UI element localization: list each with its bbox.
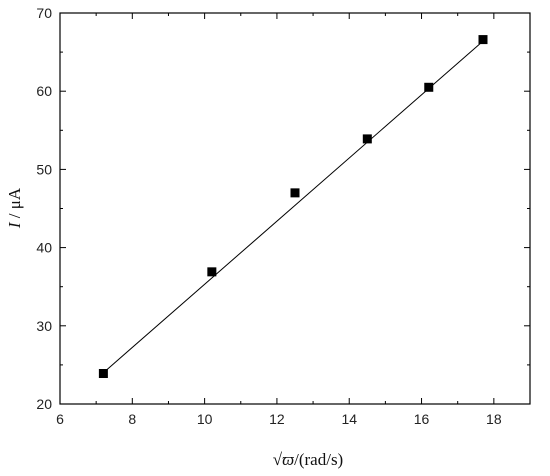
x-axis-title-radical: √ [273,450,283,469]
x-tick-label: 12 [269,411,285,427]
linear-fit-line [103,40,484,374]
x-tick-label: 18 [486,411,502,427]
data-point [98,369,108,379]
y-tick-label: 20 [36,396,52,412]
data-point [424,82,434,92]
plot-frame [59,12,531,405]
y-tick-label: 70 [36,5,52,21]
x-axis-title-unit: /(rad/s) [294,450,343,469]
y-axis-title-unit: / μA [5,187,24,222]
x-tick-label: 16 [414,411,430,427]
y-tick-label: 50 [36,161,52,177]
x-tick-label: 10 [197,411,213,427]
data-point [207,267,217,277]
y-tick-label: 60 [36,83,52,99]
y-tick-label: 30 [36,318,52,334]
data-point [478,35,488,45]
y-tick-label: 40 [36,240,52,256]
data-point [362,134,372,144]
fit-line-layer [103,40,484,374]
data-point [290,188,300,198]
x-axis-title-variable: ϖ [282,450,294,469]
y-axis-title-variable: I [5,221,24,229]
x-tick-label: 6 [56,411,64,427]
x-tick-label: 14 [341,411,357,427]
x-tick-label: 8 [128,411,136,427]
y-axis-title: I / μA [5,187,24,229]
axes-layer: 6 8 10 12 14 16 18 20 30 40 50 60 70 [36,5,531,427]
data-points-layer [98,35,488,379]
x-axis-title: √ϖ/(rad/s) [273,450,343,469]
